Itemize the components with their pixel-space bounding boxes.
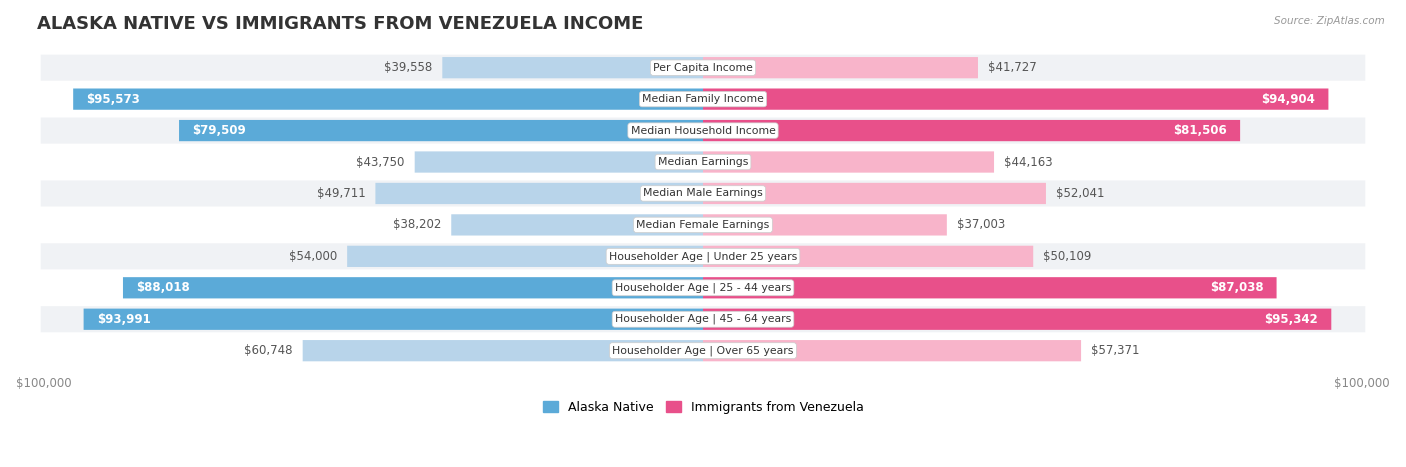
Text: $37,003: $37,003 [956, 219, 1005, 232]
Text: $81,506: $81,506 [1173, 124, 1227, 137]
FancyBboxPatch shape [703, 246, 1033, 267]
FancyBboxPatch shape [375, 183, 703, 204]
FancyBboxPatch shape [703, 277, 1277, 298]
Text: $41,727: $41,727 [988, 61, 1036, 74]
FancyBboxPatch shape [451, 214, 703, 235]
FancyBboxPatch shape [703, 88, 1329, 110]
FancyBboxPatch shape [122, 277, 703, 298]
Text: $88,018: $88,018 [136, 281, 190, 294]
FancyBboxPatch shape [703, 183, 1046, 204]
Text: Householder Age | 45 - 64 years: Householder Age | 45 - 64 years [614, 314, 792, 325]
Text: $95,573: $95,573 [86, 92, 141, 106]
FancyBboxPatch shape [703, 151, 994, 173]
FancyBboxPatch shape [703, 57, 979, 78]
FancyBboxPatch shape [41, 338, 1365, 364]
FancyBboxPatch shape [703, 340, 1081, 361]
Text: $52,041: $52,041 [1056, 187, 1104, 200]
FancyBboxPatch shape [83, 309, 703, 330]
Text: Median Female Earnings: Median Female Earnings [637, 220, 769, 230]
Text: Median Household Income: Median Household Income [630, 126, 776, 135]
Text: Per Capita Income: Per Capita Income [652, 63, 754, 73]
Text: Householder Age | Under 25 years: Householder Age | Under 25 years [609, 251, 797, 262]
FancyBboxPatch shape [41, 275, 1365, 301]
FancyBboxPatch shape [73, 88, 703, 110]
FancyBboxPatch shape [41, 118, 1365, 144]
FancyBboxPatch shape [41, 86, 1365, 112]
Text: $50,109: $50,109 [1043, 250, 1091, 263]
Text: Median Family Income: Median Family Income [643, 94, 763, 104]
Text: $43,750: $43,750 [357, 156, 405, 169]
Text: $95,342: $95,342 [1264, 313, 1317, 326]
FancyBboxPatch shape [41, 243, 1365, 269]
FancyBboxPatch shape [179, 120, 703, 141]
Text: $38,202: $38,202 [394, 219, 441, 232]
Text: $79,509: $79,509 [193, 124, 246, 137]
FancyBboxPatch shape [302, 340, 703, 361]
Text: Source: ZipAtlas.com: Source: ZipAtlas.com [1274, 16, 1385, 26]
Text: $87,038: $87,038 [1209, 281, 1264, 294]
FancyBboxPatch shape [41, 149, 1365, 175]
Text: Median Earnings: Median Earnings [658, 157, 748, 167]
Legend: Alaska Native, Immigrants from Venezuela: Alaska Native, Immigrants from Venezuela [537, 396, 869, 419]
FancyBboxPatch shape [703, 120, 1240, 141]
Text: ALASKA NATIVE VS IMMIGRANTS FROM VENEZUELA INCOME: ALASKA NATIVE VS IMMIGRANTS FROM VENEZUE… [38, 15, 644, 33]
Text: $60,748: $60,748 [245, 344, 292, 357]
Text: Householder Age | Over 65 years: Householder Age | Over 65 years [612, 346, 794, 356]
Text: $44,163: $44,163 [1004, 156, 1053, 169]
FancyBboxPatch shape [703, 214, 946, 235]
FancyBboxPatch shape [703, 309, 1331, 330]
FancyBboxPatch shape [41, 180, 1365, 206]
FancyBboxPatch shape [41, 212, 1365, 238]
FancyBboxPatch shape [347, 246, 703, 267]
Text: $94,904: $94,904 [1261, 92, 1315, 106]
FancyBboxPatch shape [41, 306, 1365, 333]
Text: $49,711: $49,711 [316, 187, 366, 200]
Text: Median Male Earnings: Median Male Earnings [643, 189, 763, 198]
FancyBboxPatch shape [443, 57, 703, 78]
Text: $93,991: $93,991 [97, 313, 150, 326]
Text: $54,000: $54,000 [290, 250, 337, 263]
Text: $39,558: $39,558 [384, 61, 433, 74]
FancyBboxPatch shape [41, 55, 1365, 81]
Text: $57,371: $57,371 [1091, 344, 1139, 357]
FancyBboxPatch shape [415, 151, 703, 173]
Text: Householder Age | 25 - 44 years: Householder Age | 25 - 44 years [614, 283, 792, 293]
